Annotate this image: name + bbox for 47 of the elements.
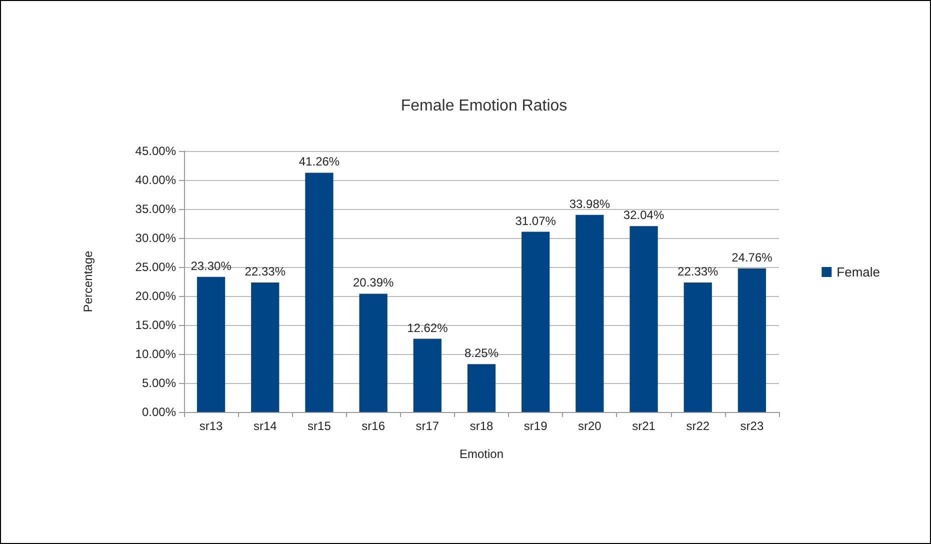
legend-label: Female	[836, 264, 880, 280]
x-tick-label: sr22	[686, 419, 710, 433]
bar	[738, 268, 766, 412]
bar	[522, 232, 550, 412]
data-label: 33.98%	[569, 196, 610, 211]
bar	[630, 226, 658, 412]
data-label: 12.62%	[407, 320, 448, 335]
x-tick-label: sr19	[524, 419, 548, 433]
bar	[251, 282, 280, 412]
data-label: 32.04%	[623, 208, 664, 222]
y-axis-title: Percentage	[81, 250, 95, 312]
bar	[684, 282, 712, 412]
bar	[413, 338, 442, 412]
bar	[576, 214, 604, 412]
y-tick-label: 5.00%	[142, 376, 176, 390]
y-tick-label: 40.00%	[135, 173, 176, 187]
y-tick-label: 30.00%	[135, 231, 176, 245]
bar	[467, 364, 496, 412]
data-label: 20.39%	[352, 276, 394, 290]
x-tick-label: sr15	[308, 419, 332, 433]
x-tick-label: sr21	[632, 419, 656, 433]
y-tick-label: 15.00%	[135, 318, 176, 332]
x-tick-label: sr17	[416, 419, 440, 433]
bar	[305, 172, 334, 412]
x-axis-title: Emotion	[459, 447, 504, 461]
y-tick-label: 10.00%	[135, 347, 176, 361]
y-tick-label: 20.00%	[135, 289, 176, 303]
x-tick-label: sr18	[470, 419, 494, 433]
chart-title: Female Emotion Ratios	[400, 98, 568, 114]
data-label: 22.33%	[678, 264, 719, 278]
x-tick-label: sr13	[199, 419, 224, 433]
y-tick-label: 45.00%	[135, 144, 176, 158]
data-label: 8.25%	[464, 346, 499, 360]
x-tick-label: sr16	[362, 419, 386, 433]
x-tick-label: sr20	[578, 419, 602, 433]
bar	[196, 276, 226, 412]
data-label: 24.76%	[732, 250, 773, 264]
y-tick-label: 25.00%	[135, 260, 176, 274]
data-label: 31.07%	[515, 214, 556, 228]
data-label: 23.30%	[190, 258, 232, 273]
x-tick-label: sr23	[740, 419, 764, 433]
y-tick-label: 0.00%	[142, 405, 176, 419]
data-label: 22.33%	[244, 264, 286, 278]
data-label: 41.26%	[298, 154, 340, 169]
x-tick-label: sr14	[253, 419, 278, 433]
y-tick-label: 35.00%	[135, 202, 176, 216]
bar	[359, 294, 388, 412]
